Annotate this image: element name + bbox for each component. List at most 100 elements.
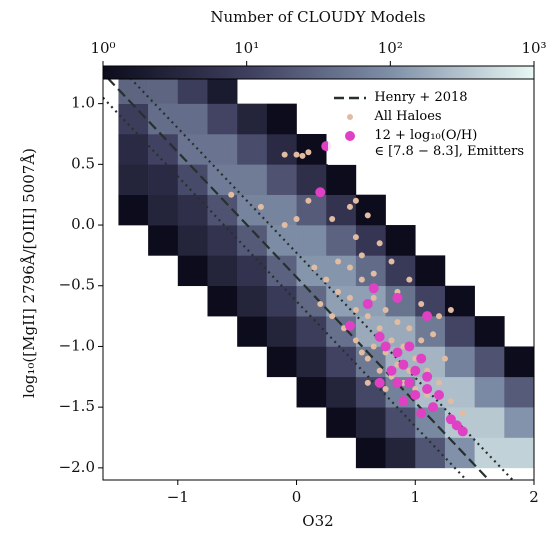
scatter-point bbox=[422, 383, 433, 394]
scatter-point bbox=[368, 283, 379, 294]
scatter-point bbox=[352, 197, 359, 204]
hist-cell bbox=[266, 133, 297, 165]
scatter-point bbox=[364, 355, 371, 362]
colorbar-label: Number of CLOUDY Models bbox=[210, 8, 425, 26]
scatter-point bbox=[364, 379, 371, 386]
scatter-point bbox=[447, 398, 454, 405]
scatter-point bbox=[305, 149, 312, 156]
scatter-point bbox=[358, 252, 365, 259]
hist-cell bbox=[474, 437, 505, 469]
hist-cell bbox=[177, 225, 208, 256]
hist-cell bbox=[148, 133, 179, 165]
scatter-point bbox=[422, 311, 433, 322]
scatter-point bbox=[422, 371, 433, 382]
scatter-point bbox=[447, 307, 454, 314]
legend-label: 12 + log₁₀(O/H) ∈ [7.8 − 8.3], Emitters bbox=[374, 128, 524, 159]
hist-cell bbox=[237, 164, 268, 195]
hist-cell bbox=[444, 346, 475, 378]
scatter-point bbox=[358, 349, 365, 356]
legend-entry: All Haloes bbox=[332, 109, 524, 125]
hist-cell bbox=[237, 133, 268, 165]
legend-marker bbox=[345, 131, 356, 141]
y-tick-label: −0.5 bbox=[59, 276, 95, 294]
scatter-point bbox=[329, 313, 336, 320]
y-tick-label: 0.5 bbox=[71, 154, 95, 172]
hist-cell bbox=[474, 407, 505, 438]
scatter-point bbox=[416, 408, 427, 419]
hist-cell bbox=[326, 376, 357, 408]
legend-entry: 12 + log₁₀(O/H) ∈ [7.8 − 8.3], Emitters bbox=[332, 128, 524, 160]
scatter-point bbox=[370, 270, 377, 277]
scatter-point bbox=[398, 359, 409, 370]
y-axis-label: log₁₀([MgII] 2796Å/[OIII] 5007Å) bbox=[20, 148, 38, 398]
scatter-point bbox=[329, 215, 336, 222]
scatter-point bbox=[428, 402, 439, 413]
colorbar-tick-label: 10³ bbox=[521, 39, 546, 57]
scatter-point bbox=[404, 341, 415, 352]
scatter-point bbox=[376, 240, 383, 247]
hist-cell bbox=[296, 225, 327, 256]
hist-cell bbox=[444, 437, 475, 469]
reference-line bbox=[129, 77, 514, 480]
scatter-point bbox=[352, 234, 359, 241]
x-tick-label: 1 bbox=[410, 488, 420, 506]
scatter-point bbox=[457, 426, 468, 437]
hist-cell bbox=[207, 255, 238, 287]
hist-cell bbox=[207, 225, 238, 256]
series-layer bbox=[103, 77, 514, 480]
hist-cell bbox=[118, 133, 149, 165]
scatter-point bbox=[228, 191, 235, 198]
hist-cell bbox=[296, 133, 327, 165]
scatter-point bbox=[392, 347, 403, 358]
hist-cell bbox=[118, 194, 149, 226]
hist-cell bbox=[207, 133, 238, 165]
hist-cell bbox=[266, 103, 297, 135]
legend: Henry + 2018 All Haloes 12 + log₁₀(O/H) ∈ … bbox=[328, 88, 528, 165]
hist-cell bbox=[444, 316, 475, 347]
hist-cell bbox=[118, 103, 149, 135]
hist-cell bbox=[266, 255, 297, 287]
scatter-point bbox=[346, 264, 353, 271]
scatter-point bbox=[382, 307, 389, 314]
hist-cell bbox=[266, 194, 297, 226]
scatter-point bbox=[388, 258, 395, 265]
colorbar-tick-label: 10² bbox=[378, 39, 403, 57]
x-tick-label: −1 bbox=[167, 488, 189, 506]
hist-cell bbox=[326, 164, 357, 195]
scatter-point bbox=[352, 337, 359, 344]
scatter-point bbox=[441, 355, 448, 362]
scatter-point bbox=[370, 294, 377, 301]
hist-cell bbox=[237, 255, 268, 287]
scatter-point bbox=[364, 313, 371, 320]
scatter-point bbox=[430, 331, 437, 338]
scatter-point bbox=[281, 222, 288, 229]
scatter-point bbox=[416, 353, 427, 364]
y-tick-label: −2.0 bbox=[59, 458, 95, 476]
hist-cell bbox=[504, 407, 534, 438]
hist-cell bbox=[474, 316, 505, 347]
hist-cell bbox=[326, 346, 357, 378]
x-tick-label: 2 bbox=[529, 488, 539, 506]
hist-cell bbox=[237, 316, 268, 347]
scatter-point bbox=[436, 313, 443, 320]
scatter-point bbox=[299, 152, 306, 159]
hist-cell bbox=[207, 164, 238, 195]
y-tick-label: 1.0 bbox=[71, 94, 95, 112]
scatter-point bbox=[362, 298, 373, 309]
hist-cell bbox=[148, 103, 179, 135]
hist-cell bbox=[504, 437, 534, 469]
scatter-point bbox=[364, 212, 371, 219]
hist-cell bbox=[326, 255, 357, 287]
scatter-point bbox=[418, 337, 425, 344]
legend-swatch bbox=[347, 114, 354, 120]
scatter-point bbox=[293, 215, 300, 222]
hist-cell bbox=[266, 285, 297, 317]
scatter-point bbox=[305, 197, 312, 204]
hist-cell bbox=[385, 225, 416, 256]
scatter-point bbox=[436, 379, 443, 386]
hist-cell bbox=[326, 407, 357, 438]
scatter-point bbox=[374, 331, 385, 342]
hist-cell bbox=[177, 103, 208, 135]
histogram bbox=[118, 73, 534, 469]
